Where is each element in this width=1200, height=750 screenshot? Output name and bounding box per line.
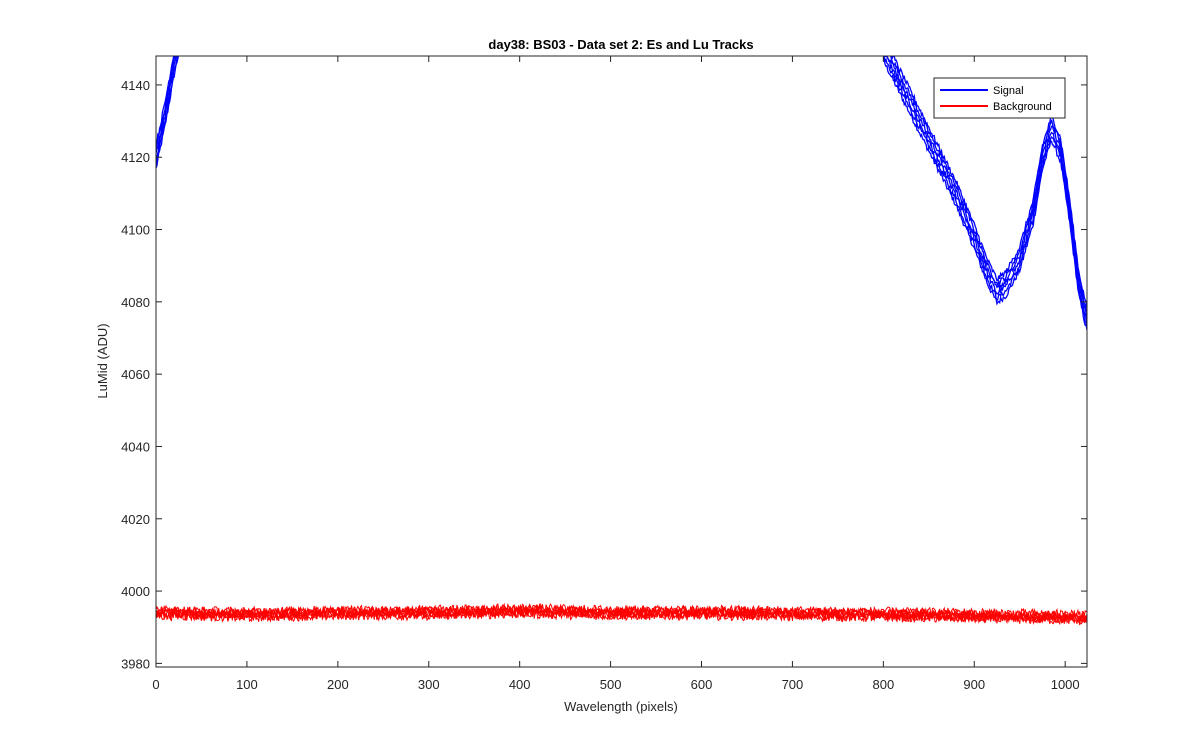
x-axis-label: Wavelength (pixels) — [564, 699, 678, 714]
x-tick-label: 500 — [600, 677, 622, 692]
x-tick-label: 700 — [782, 677, 804, 692]
x-tick-label: 800 — [872, 677, 894, 692]
plot-area — [156, 56, 1087, 667]
signal-series-line — [882, 57, 1087, 331]
y-tick-label: 4120 — [121, 150, 150, 165]
x-tick-label: 200 — [327, 677, 349, 692]
signal-series-line — [884, 56, 1087, 325]
x-tick-label: 1000 — [1051, 677, 1080, 692]
y-tick-label: 4020 — [121, 512, 150, 527]
x-tick-label: 900 — [963, 677, 985, 692]
series-layer — [156, 56, 1087, 626]
y-tick-label: 4080 — [121, 295, 150, 310]
background-series-line — [156, 603, 1087, 622]
y-tick-label: 4060 — [121, 367, 150, 382]
signal-series-line — [890, 56, 1087, 313]
x-tick-label: 0 — [152, 677, 159, 692]
background-series-line — [156, 602, 1087, 619]
legend: Signal Background — [933, 77, 1066, 119]
y-tick-label: 4040 — [121, 439, 150, 454]
signal-series-line — [156, 56, 178, 161]
y-tick-label: 4100 — [121, 223, 150, 238]
signal-series-line — [883, 56, 1087, 330]
signal-series-line — [891, 56, 1087, 310]
legend-label-signal: Signal — [993, 85, 1024, 97]
x-tick-label: 400 — [509, 677, 531, 692]
axes-box — [155, 55, 1088, 668]
legend-box — [933, 77, 1066, 119]
chart-title: day38: BS03 - Data set 2: Es and Lu Trac… — [488, 37, 753, 52]
x-tick-label: 300 — [418, 677, 440, 692]
x-tick-label: 600 — [691, 677, 713, 692]
y-tick-label: 3980 — [121, 656, 150, 671]
ticks-layer: 0 100 200 300 400 500 600 700 800 900 1000 3980 4000… — [121, 56, 1087, 692]
legend-label-background: Background — [993, 101, 1052, 113]
x-tick-label: 100 — [236, 677, 258, 692]
y-tick-label: 4000 — [121, 584, 150, 599]
y-axis-label: LuMid (ADU) — [95, 323, 110, 398]
signal-series-line — [156, 56, 175, 147]
y-tick-label: 4140 — [121, 78, 150, 93]
signal-series-line — [156, 56, 177, 154]
